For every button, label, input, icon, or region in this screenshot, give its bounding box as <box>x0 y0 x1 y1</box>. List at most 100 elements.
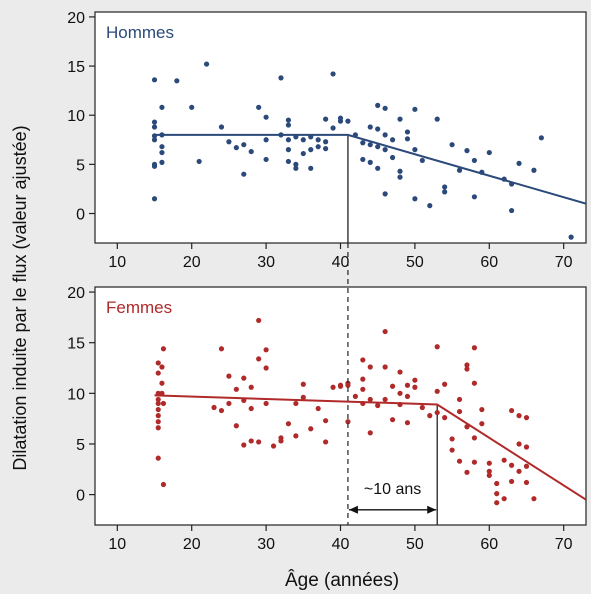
data-point <box>352 393 358 399</box>
data-point <box>218 124 225 130</box>
data-point <box>568 234 574 240</box>
data-point <box>404 420 411 426</box>
data-point <box>471 345 478 351</box>
data-point <box>538 135 544 141</box>
y-tick-label: 15 <box>67 336 85 353</box>
data-point <box>330 125 336 131</box>
data-point <box>226 373 232 379</box>
data-point <box>360 376 366 382</box>
y-tick-label: 10 <box>67 108 85 125</box>
data-point <box>300 150 306 157</box>
panel-hommes: 0 5 10 15 20 10 20 30 40 50 60 70 Hommes <box>67 10 587 271</box>
data-point <box>159 380 165 386</box>
data-point <box>345 380 351 386</box>
data-point <box>404 129 411 135</box>
data-point <box>160 481 167 488</box>
y-tick-label: 0 <box>76 488 85 505</box>
data-point <box>397 390 403 396</box>
data-point <box>375 402 381 409</box>
data-point <box>509 478 515 485</box>
data-point <box>456 408 463 415</box>
data-point <box>218 407 225 414</box>
data-point <box>155 400 161 407</box>
x-tick-label: 70 <box>555 536 573 553</box>
data-point <box>300 394 306 400</box>
y-tick-label: 20 <box>67 10 85 27</box>
data-point <box>464 366 470 372</box>
data-point <box>293 433 299 439</box>
data-point <box>397 168 403 174</box>
data-point <box>330 384 336 390</box>
data-point <box>189 104 195 110</box>
data-point <box>248 438 254 444</box>
data-point <box>471 157 478 164</box>
data-point <box>159 144 165 150</box>
data-point <box>523 444 530 450</box>
data-point <box>479 421 485 427</box>
data-point <box>471 435 478 441</box>
data-point <box>449 436 455 442</box>
data-point <box>382 364 388 370</box>
plot-area <box>94 286 587 526</box>
data-point <box>419 404 425 411</box>
data-point <box>159 159 165 165</box>
x-tick-label: 50 <box>406 254 424 271</box>
data-point <box>464 148 470 154</box>
y-tick-label: 5 <box>76 157 85 174</box>
panel-femmes: 0 5 10 15 20 10 20 30 40 50 60 70 Femmes <box>67 285 587 553</box>
data-point <box>397 369 403 375</box>
data-point <box>285 147 292 153</box>
data-point <box>434 344 440 350</box>
data-point <box>300 137 306 143</box>
data-point <box>486 468 492 474</box>
data-point <box>509 462 515 468</box>
data-point <box>531 167 537 173</box>
data-point <box>285 137 292 143</box>
data-point <box>442 184 448 190</box>
data-point <box>367 142 373 148</box>
data-point <box>323 439 329 445</box>
series-title: Femmes <box>106 298 172 317</box>
data-point <box>241 142 247 148</box>
data-point <box>382 191 388 197</box>
data-point <box>315 144 321 150</box>
data-point <box>308 147 314 153</box>
y-tick-label: 15 <box>67 59 85 76</box>
data-point <box>523 415 530 421</box>
data-point <box>531 496 537 502</box>
data-point <box>375 126 381 132</box>
data-point <box>226 139 232 145</box>
data-point <box>285 158 292 165</box>
data-point <box>427 413 433 419</box>
data-point <box>494 480 500 487</box>
data-point <box>285 421 292 427</box>
data-point <box>241 171 247 177</box>
x-tick-label: 60 <box>480 536 498 553</box>
data-point <box>442 189 448 195</box>
y-tick-label: 0 <box>76 207 85 224</box>
data-point <box>330 71 336 77</box>
data-point <box>434 409 440 416</box>
data-point <box>471 194 478 200</box>
data-point <box>300 381 306 387</box>
data-point <box>479 406 485 413</box>
data-point <box>382 147 388 153</box>
data-point <box>337 118 344 124</box>
data-point <box>501 457 507 463</box>
data-point <box>389 383 396 389</box>
overlay-annotations: ~10 ans <box>347 243 437 525</box>
data-point <box>509 207 515 214</box>
data-point <box>226 400 232 407</box>
data-point <box>367 159 373 165</box>
data-point <box>412 106 418 112</box>
data-point <box>315 137 321 143</box>
data-point <box>155 425 161 431</box>
data-point <box>263 137 269 143</box>
data-point <box>263 400 269 407</box>
data-point <box>256 439 262 445</box>
data-point <box>412 147 418 153</box>
data-point <box>523 479 530 486</box>
data-point <box>404 382 411 388</box>
data-point <box>233 423 239 429</box>
